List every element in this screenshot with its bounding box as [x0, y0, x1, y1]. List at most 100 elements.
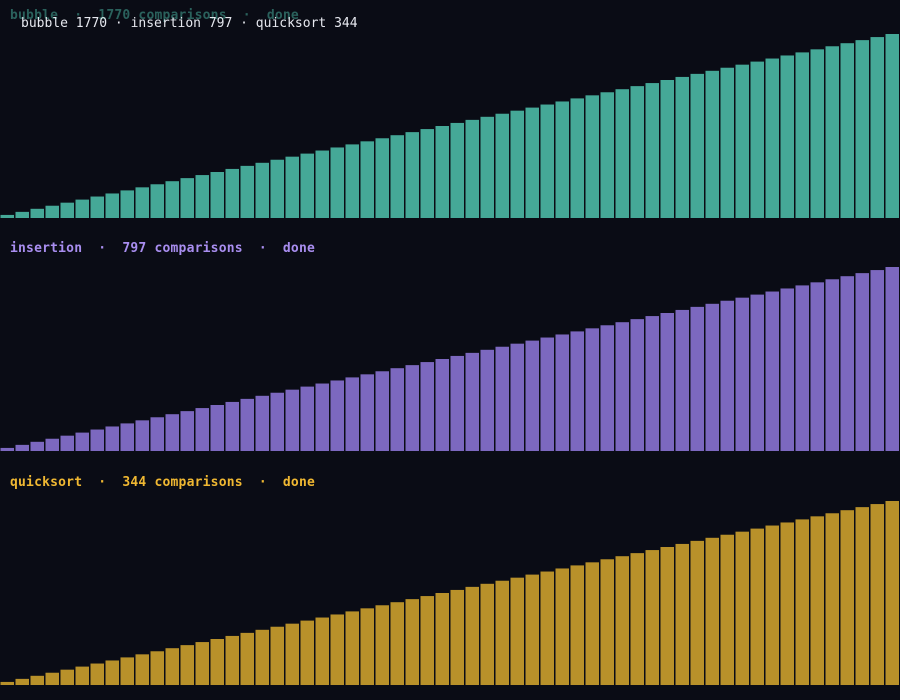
bubble-bar-58 [855, 40, 869, 218]
quicksort-bar-17 [240, 632, 254, 685]
quicksort-bar-54 [795, 519, 809, 685]
quicksort-bar-39 [570, 565, 584, 685]
quicksort-bar-26 [375, 605, 389, 685]
insertion-bar-37 [540, 337, 554, 451]
insertion-bar-41 [600, 325, 614, 451]
quicksort-bar-51 [750, 528, 764, 685]
quicksort-bar-40 [585, 562, 599, 685]
insertion-bar-58 [855, 273, 869, 451]
insertion-bars [0, 267, 899, 451]
insertion-bar-18 [255, 395, 269, 451]
bubble-bar-33 [480, 116, 494, 218]
insertion-bar-30 [435, 359, 449, 451]
insertion-bar-59 [870, 270, 884, 451]
bubble-bar-50 [735, 64, 749, 218]
quicksort-bar-6 [75, 666, 89, 685]
bubble-bar-55 [810, 49, 824, 218]
bubble-bar-12 [165, 181, 179, 218]
quicksort-bar-47 [690, 540, 704, 685]
quicksort-bar-18 [255, 629, 269, 685]
bubble-bar-44 [645, 83, 659, 218]
bubble-bar-46 [675, 76, 689, 219]
quicksort-bar-24 [345, 611, 359, 685]
quicksort-bar-3 [30, 675, 44, 685]
insertion-bar-29 [420, 362, 434, 451]
bubble-bar-36 [525, 107, 539, 218]
quicksort-bar-19 [270, 626, 284, 685]
insertion-bar-39 [570, 331, 584, 451]
quicksort-bar-35 [510, 577, 524, 685]
quicksort-bar-38 [555, 568, 569, 685]
quicksort-bar-34 [495, 580, 509, 685]
bubble-bar-52 [765, 58, 779, 218]
bubble-bar-23 [330, 147, 344, 218]
bubble-bar-17 [240, 165, 254, 218]
insertion-bar-16 [225, 401, 239, 451]
bubble-bar-19 [270, 159, 284, 218]
bubble-bar-6 [75, 199, 89, 218]
bubble-bar-49 [720, 67, 734, 218]
quicksort-bar-23 [330, 614, 344, 685]
bubble-bar-5 [60, 202, 74, 218]
bubble-bar-45 [660, 80, 674, 218]
quicksort-bar-53 [780, 522, 794, 685]
quicksort-bar-45 [660, 547, 674, 685]
bubble-bar-37 [540, 104, 554, 218]
quicksort-bar-13 [180, 645, 194, 685]
quicksort-status-label: quicksort · 344 comparisons · done [10, 475, 316, 490]
quicksort-bar-56 [825, 513, 839, 685]
insertion-bar-48 [705, 303, 719, 451]
quicksort-bar-2 [15, 678, 29, 685]
bubble-bar-41 [600, 92, 614, 218]
insertion-bar-25 [360, 374, 374, 451]
insertion-bar-55 [810, 282, 824, 451]
quicksort-bar-15 [210, 639, 224, 685]
bubble-bar-34 [495, 113, 509, 218]
quicksort-bar-55 [810, 516, 824, 685]
bubble-bar-59 [870, 37, 884, 218]
insertion-bar-4 [45, 438, 59, 451]
insertion-bar-31 [450, 355, 464, 451]
bubble-bar-43 [630, 86, 644, 218]
quicksort-bar-27 [390, 602, 404, 685]
bubble-bar-26 [375, 138, 389, 218]
bubble-bar-28 [405, 132, 419, 218]
bubble-bar-22 [315, 150, 329, 218]
quicksort-bar-60 [885, 501, 899, 685]
bubble-status-label: bubble · 1770 comparisons · done [10, 8, 299, 23]
quicksort-bar-11 [150, 651, 164, 685]
insertion-bar-35 [510, 343, 524, 451]
bubble-bar-48 [705, 70, 719, 218]
bubble-sort-panel: bubble · 1770 comparisons · done [0, 0, 900, 233]
insertion-bar-43 [630, 319, 644, 451]
bubble-bar-9 [120, 190, 134, 218]
quicksort-bar-20 [285, 623, 299, 685]
insertion-bar-34 [495, 346, 509, 451]
insertion-bar-12 [165, 414, 179, 451]
bubble-bar-60 [885, 34, 899, 218]
quicksort-bar-37 [540, 571, 554, 685]
insertion-bar-60 [885, 267, 899, 451]
bubble-bar-51 [750, 61, 764, 218]
quicksort-bar-4 [45, 672, 59, 685]
insertion-bar-27 [390, 368, 404, 451]
insertion-bar-5 [60, 435, 74, 451]
quicksort-bar-48 [705, 537, 719, 685]
insertion-bar-38 [555, 334, 569, 451]
quicksort-bars [0, 501, 899, 685]
quicksort-bar-8 [105, 660, 119, 685]
bubble-bar-13 [180, 178, 194, 218]
quicksort-bar-25 [360, 608, 374, 685]
insertion-bar-19 [270, 392, 284, 451]
insertion-bar-57 [840, 276, 854, 451]
insertion-bar-36 [525, 340, 539, 451]
insertion-bar-2 [15, 444, 29, 451]
quicksort-bar-42 [615, 556, 629, 685]
quicksort-bar-43 [630, 553, 644, 685]
bubble-bar-32 [465, 119, 479, 218]
quicksort-bar-32 [465, 586, 479, 685]
quicksort-bar-52 [765, 525, 779, 685]
insertion-bar-14 [195, 408, 209, 451]
quicksort-bar-21 [300, 620, 314, 685]
quicksort-panel: quicksort · 344 comparisons · done [0, 467, 900, 700]
